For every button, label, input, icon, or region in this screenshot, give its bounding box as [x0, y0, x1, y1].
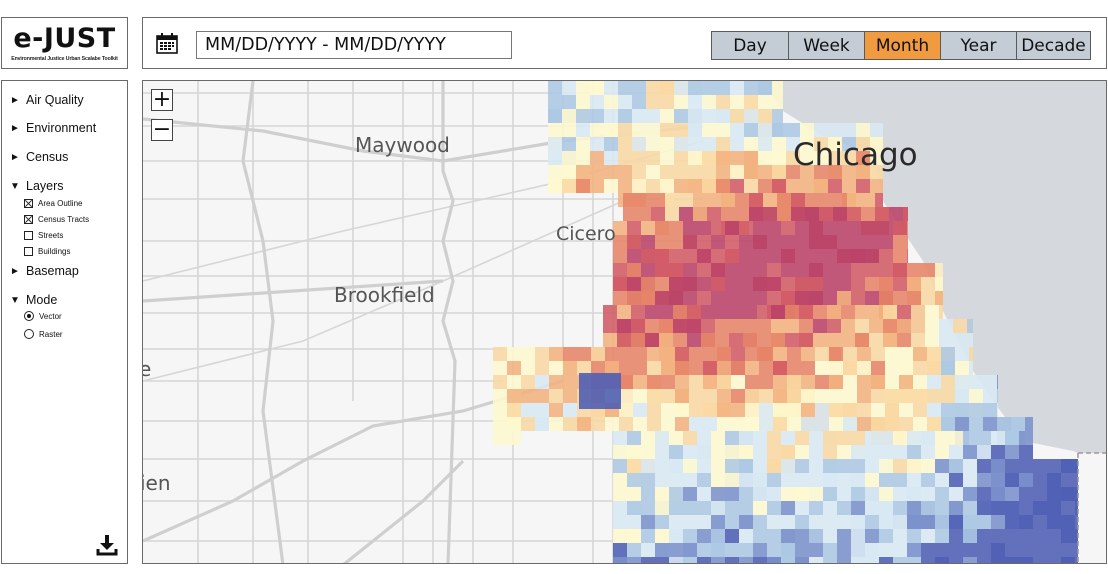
checkbox-unchecked[interactable]	[24, 231, 33, 240]
expand-triangle-icon: ►	[10, 151, 20, 163]
sidebar-section-air-quality[interactable]: ► Air Quality	[10, 93, 84, 107]
section-label: Air Quality	[26, 93, 84, 107]
section-label: Layers	[26, 179, 64, 193]
time-scale-month[interactable]: Month	[865, 32, 941, 59]
radio-label: Raster	[39, 329, 63, 339]
download-button[interactable]	[96, 534, 118, 556]
sidebar-section-environment[interactable]: ► Environment	[10, 121, 96, 135]
top-toolbar: MM/DD/YYYY - MM/DD/YYYY Day Week Month Y…	[142, 17, 1107, 69]
expand-triangle-icon: ►	[10, 94, 20, 106]
place-label-partial: ien	[142, 471, 171, 495]
place-label-partial: e	[143, 357, 151, 381]
place-label-chicago: Chicago	[793, 137, 918, 173]
date-range-input[interactable]: MM/DD/YYYY - MM/DD/YYYY	[196, 31, 512, 59]
collapse-triangle-icon: ▼	[10, 294, 20, 306]
checkbox-unchecked[interactable]	[24, 247, 33, 256]
checkbox-checked[interactable]	[24, 215, 33, 224]
census-tracts-layer	[493, 81, 1078, 563]
app-logo: e-JUST Environmental Justice Urban Scala…	[1, 17, 128, 69]
radio-unselected[interactable]	[24, 329, 34, 339]
time-scale-year[interactable]: Year	[941, 32, 1017, 59]
zoom-out-button[interactable]: −	[151, 117, 173, 142]
checkbox-label: Buildings	[38, 247, 71, 256]
sidebar-section-census[interactable]: ► Census	[10, 150, 68, 164]
radio-label: Vector	[39, 311, 62, 321]
collapse-triangle-icon: ▼	[10, 180, 20, 192]
sidebar-section-basemap[interactable]: ► Basemap	[10, 264, 79, 278]
checkbox-label: Census Tracts	[38, 215, 90, 224]
place-label-cicero: Cicero	[556, 223, 616, 245]
section-label: Environment	[26, 121, 97, 135]
expand-triangle-icon: ►	[10, 122, 20, 134]
place-label-brookfield: Brookfield	[334, 283, 435, 307]
map-canvas[interactable]: + − Maywood Chicago Cicero Brookfield e …	[142, 80, 1107, 564]
time-scale-decade[interactable]: Decade	[1017, 32, 1090, 59]
layer-toggle-census-tracts[interactable]: Census Tracts	[24, 215, 89, 224]
expand-triangle-icon: ►	[10, 265, 20, 277]
sidebar-section-mode[interactable]: ▼ Mode	[10, 293, 57, 307]
checkbox-checked[interactable]	[24, 199, 33, 208]
place-label-maywood: Maywood	[355, 133, 450, 157]
map-basemap	[143, 81, 1106, 563]
layer-toggle-area-outline[interactable]: Area Outline	[24, 199, 82, 208]
time-scale-week[interactable]: Week	[789, 32, 865, 59]
section-label: Mode	[26, 293, 58, 307]
time-scale-selector: Day Week Month Year Decade	[711, 31, 1091, 60]
checkbox-label: Streets	[38, 231, 64, 240]
section-label: Basemap	[26, 264, 79, 278]
section-label: Census	[26, 150, 69, 164]
layer-toggle-buildings[interactable]: Buildings	[24, 247, 70, 256]
download-icon	[96, 535, 118, 556]
logo-subtitle: Environmental Justice Urban Scalabe Tool…	[11, 55, 118, 62]
layer-toggle-streets[interactable]: Streets	[24, 231, 63, 240]
logo-title: e-JUST	[13, 22, 116, 54]
zoom-in-button[interactable]: +	[151, 87, 173, 112]
sidebar-section-layers[interactable]: ▼ Layers	[10, 179, 64, 193]
calendar-icon[interactable]	[156, 32, 178, 54]
mode-option-vector[interactable]: Vector	[24, 311, 62, 321]
mode-option-raster[interactable]: Raster	[24, 329, 63, 339]
time-scale-day[interactable]: Day	[712, 32, 789, 59]
radio-selected[interactable]	[24, 311, 34, 321]
checkbox-label: Area Outline	[38, 199, 83, 208]
sidebar: ► Air Quality ► Environment ► Census ▼ L…	[1, 80, 128, 564]
